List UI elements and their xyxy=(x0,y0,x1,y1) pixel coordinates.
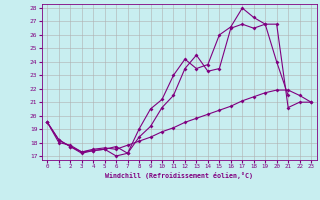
X-axis label: Windchill (Refroidissement éolien,°C): Windchill (Refroidissement éolien,°C) xyxy=(105,172,253,179)
